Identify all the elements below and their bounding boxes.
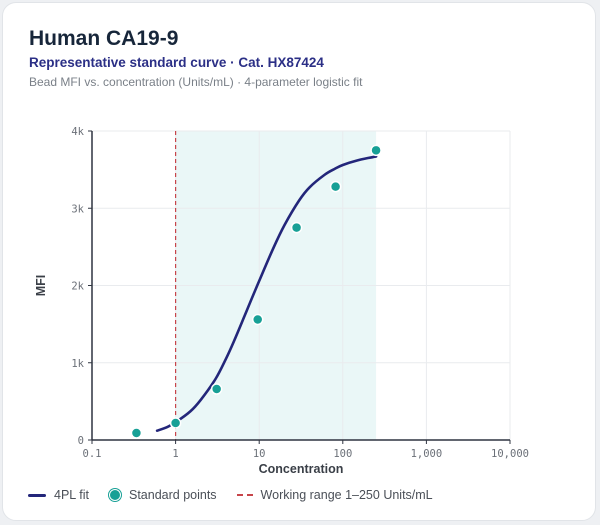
legend-dash-swatch xyxy=(236,494,253,496)
x-tick-label: 100 xyxy=(333,448,352,460)
y-axis-title: MFI xyxy=(34,275,48,297)
standard-point xyxy=(329,180,342,193)
standard-point xyxy=(169,417,182,429)
legend: 4PL fit Standard points Working range 1–… xyxy=(28,488,453,502)
x-axis-ticks: 0.1 1 10 100 1,000 10,000 xyxy=(83,440,529,460)
legend-points-label: Standard points xyxy=(128,488,217,502)
legend-item-fit: 4PL fit xyxy=(28,488,89,502)
y-tick-label: 0 xyxy=(78,435,84,447)
standard-point xyxy=(290,221,303,234)
x-tick-label: 1 xyxy=(172,448,178,460)
y-tick-label: 3k xyxy=(71,203,84,215)
x-tick-label: 1,000 xyxy=(411,448,443,460)
standard-point xyxy=(210,383,223,395)
legend-line-swatch xyxy=(28,493,46,497)
legend-item-points: Standard points xyxy=(108,488,217,502)
y-axis-ticks: 0 1k 2k 3k 4k xyxy=(71,126,92,447)
legend-range-label: Working range 1–250 Units/mL xyxy=(260,488,433,502)
x-tick-label: 10 xyxy=(253,448,266,460)
x-tick-label: 0.1 xyxy=(83,448,102,460)
legend-item-range: Working range 1–250 Units/mL xyxy=(236,488,433,502)
chart-subtitle: Representative standard curve · Cat. HX8… xyxy=(29,55,324,70)
standard-point xyxy=(251,313,264,326)
y-tick-label: 1k xyxy=(71,358,84,370)
x-axis-title: Concentration xyxy=(259,462,344,476)
chart-description: Bead MFI vs. concentration (Units/mL) · … xyxy=(29,75,363,89)
standard-point xyxy=(130,427,143,439)
y-tick-label: 4k xyxy=(71,126,84,138)
y-tick-label: 2k xyxy=(71,281,84,293)
standard-point xyxy=(370,144,382,157)
x-tick-label: 10,000 xyxy=(491,448,529,460)
legend-dot-swatch xyxy=(108,489,121,501)
standard-points xyxy=(130,144,382,439)
chart-title: Human CA19-9 xyxy=(29,27,179,50)
legend-fit-label: 4PL fit xyxy=(54,488,89,502)
fit-curve-line xyxy=(155,155,378,432)
